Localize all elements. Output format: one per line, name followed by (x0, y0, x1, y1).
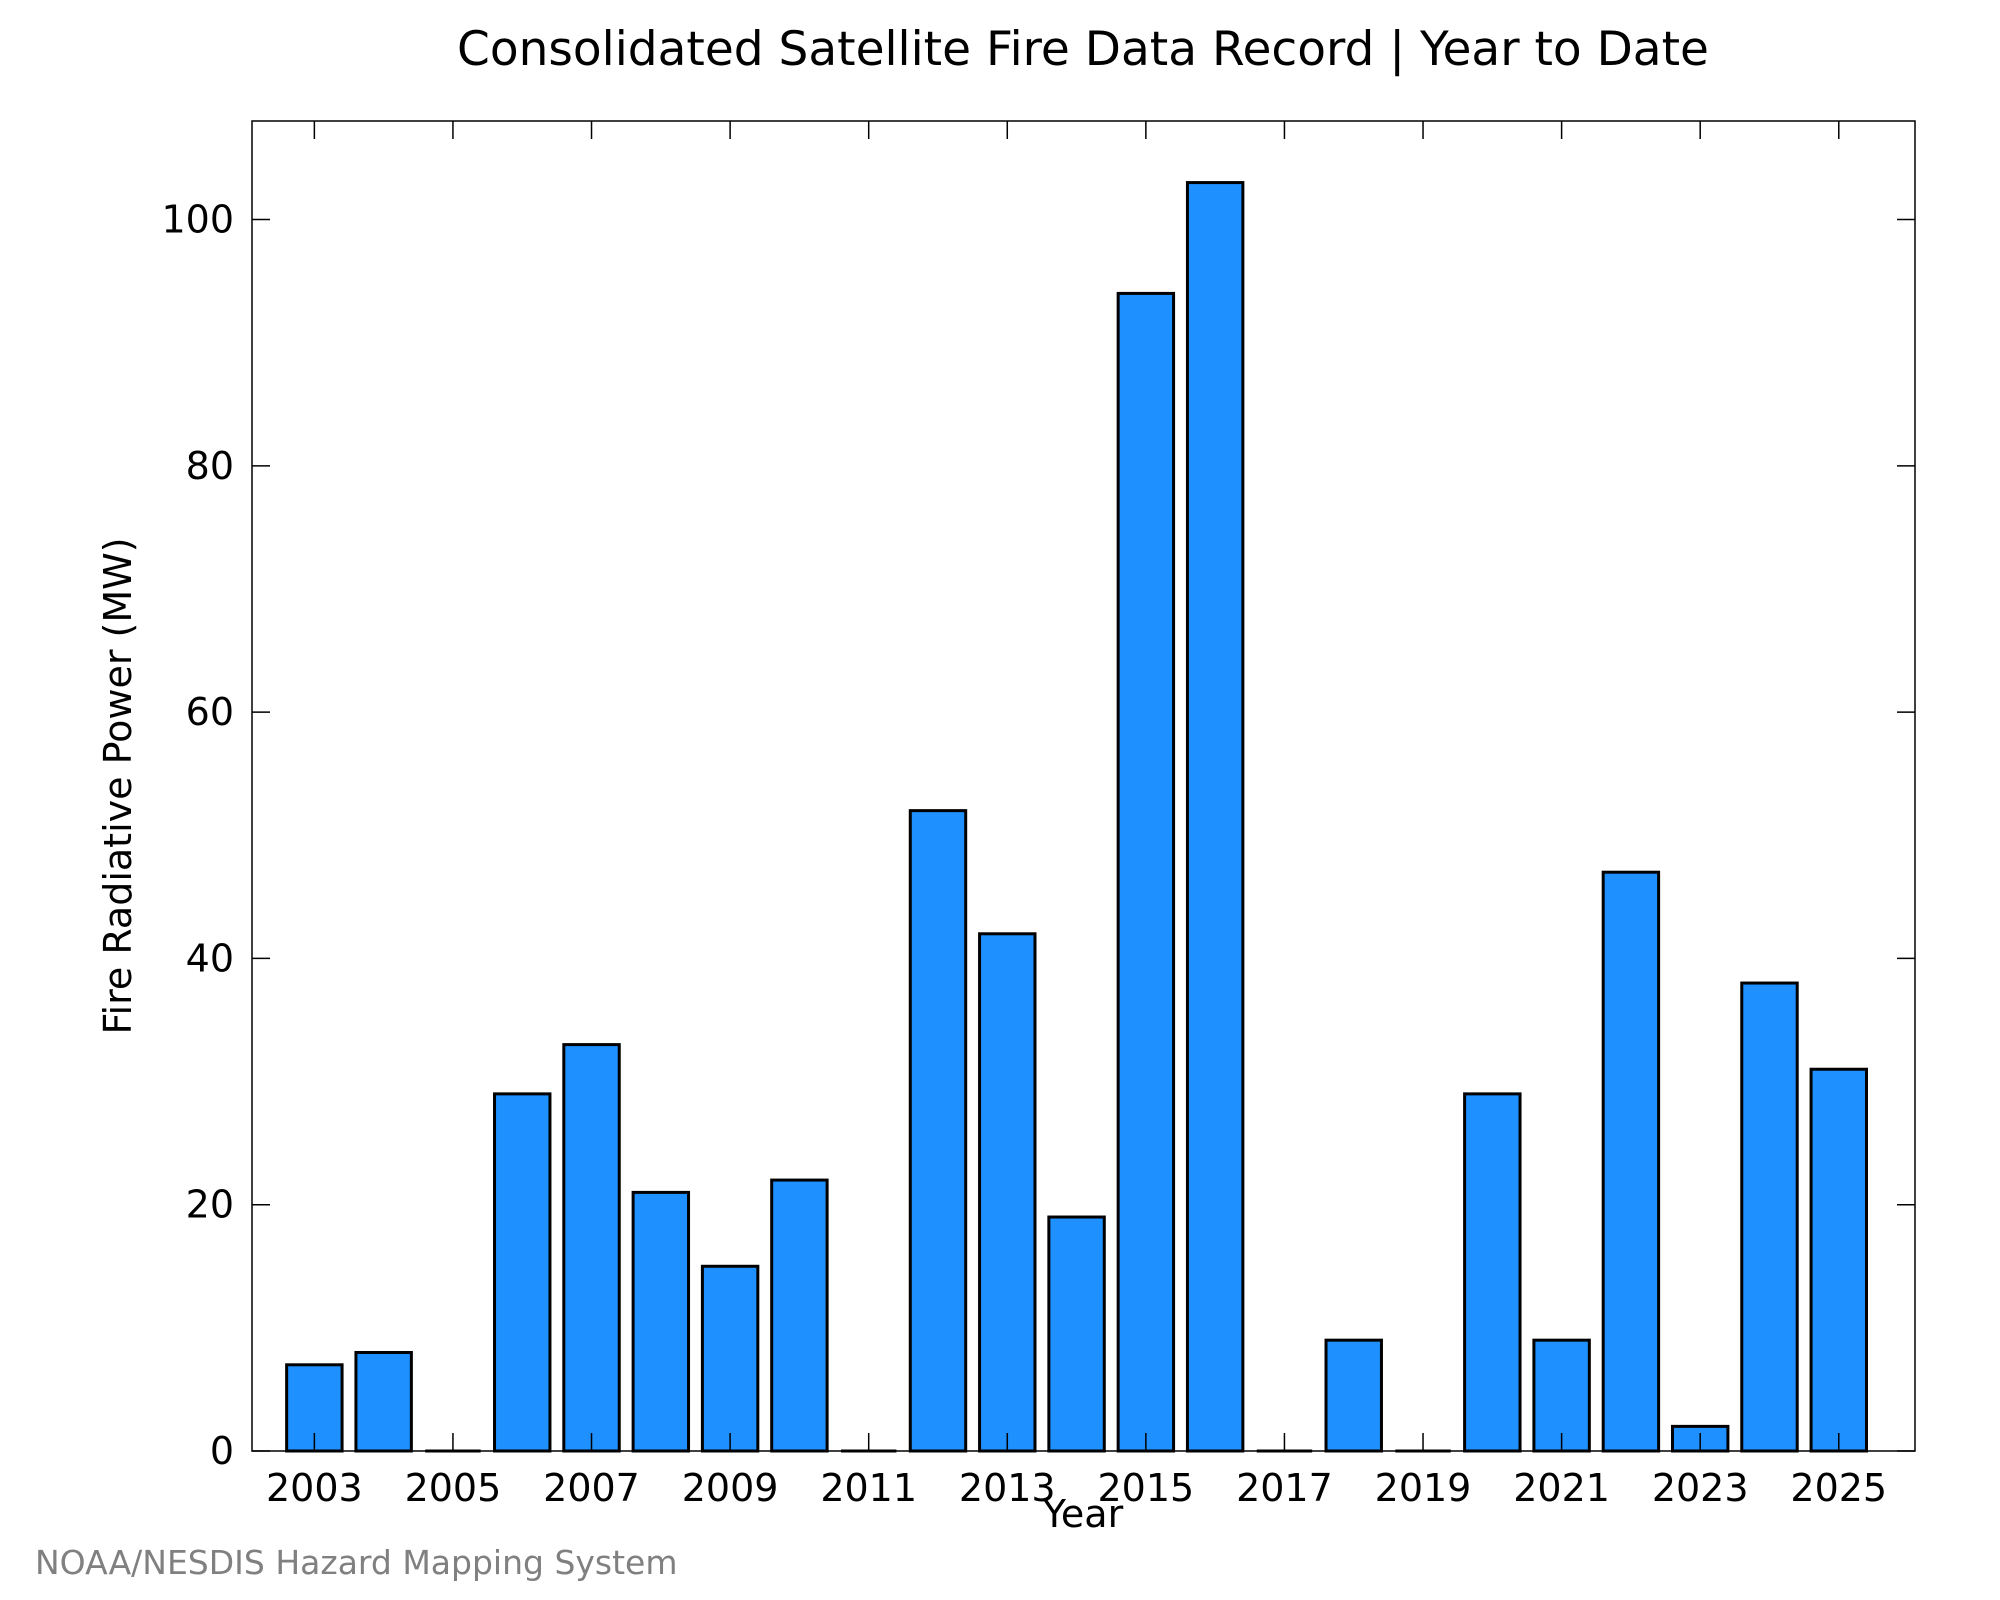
bar-2012 (908, 809, 968, 1453)
bar-2009 (700, 1264, 760, 1453)
x-tick-label-2015: 2015 (1098, 1466, 1195, 1510)
y-tick-label-100: 100 (161, 198, 234, 242)
bar-2024 (1740, 981, 1799, 1453)
x-tick-label-2025: 2025 (1790, 1466, 1887, 1510)
bar-2007 (562, 1043, 621, 1453)
x-axis: 2003 2005 2007 2009 2011 2013 2015 2017 2019 2021… (266, 121, 1887, 1510)
y-axis-label: Fire Radiative Power (MW) (96, 537, 140, 1034)
x-tick-label-2011: 2011 (820, 1466, 917, 1510)
bar-2004 (354, 1350, 413, 1453)
y-tick-label-40: 40 (186, 936, 234, 980)
y-tick-label-60: 60 (186, 690, 234, 734)
bars-layer (285, 181, 1868, 1453)
x-tick-label-2013: 2013 (959, 1466, 1056, 1510)
x-tick-label-2005: 2005 (405, 1466, 502, 1510)
bar-2013 (978, 932, 1037, 1453)
x-tick-label-2023: 2023 (1652, 1466, 1749, 1510)
x-tick-label-2009: 2009 (682, 1466, 779, 1510)
y-tick-label-0: 0 (210, 1429, 234, 1473)
bar-2006 (493, 1092, 552, 1453)
bar-2022 (1601, 870, 1661, 1453)
bar-2020 (1463, 1092, 1522, 1453)
bar-2018 (1324, 1338, 1383, 1453)
y-axis: 0 20 40 60 80 100 (161, 198, 1915, 1473)
x-tick-label-2003: 2003 (266, 1466, 363, 1510)
bar-2025 (1809, 1067, 1868, 1453)
bar-2015 (1116, 291, 1176, 1453)
bar-2010 (770, 1178, 829, 1453)
x-axis-label: Year (1042, 1492, 1124, 1536)
bar-2016 (1185, 181, 1245, 1453)
y-tick-label-20: 20 (186, 1183, 234, 1227)
chart-title: Consolidated Satellite Fire Data Record … (457, 22, 1709, 77)
x-tick-label-2007: 2007 (543, 1466, 640, 1510)
x-tick-label-2019: 2019 (1375, 1466, 1472, 1510)
x-tick-label-2017: 2017 (1236, 1466, 1333, 1510)
plot-area-frame (251, 120, 1916, 1452)
bar-2014 (1047, 1215, 1106, 1453)
source-credit: NOAA/NESDIS Hazard Mapping System (35, 1543, 678, 1582)
y-tick-label-80: 80 (186, 444, 234, 488)
bar-2008 (631, 1190, 691, 1453)
x-tick-label-2021: 2021 (1513, 1466, 1610, 1510)
